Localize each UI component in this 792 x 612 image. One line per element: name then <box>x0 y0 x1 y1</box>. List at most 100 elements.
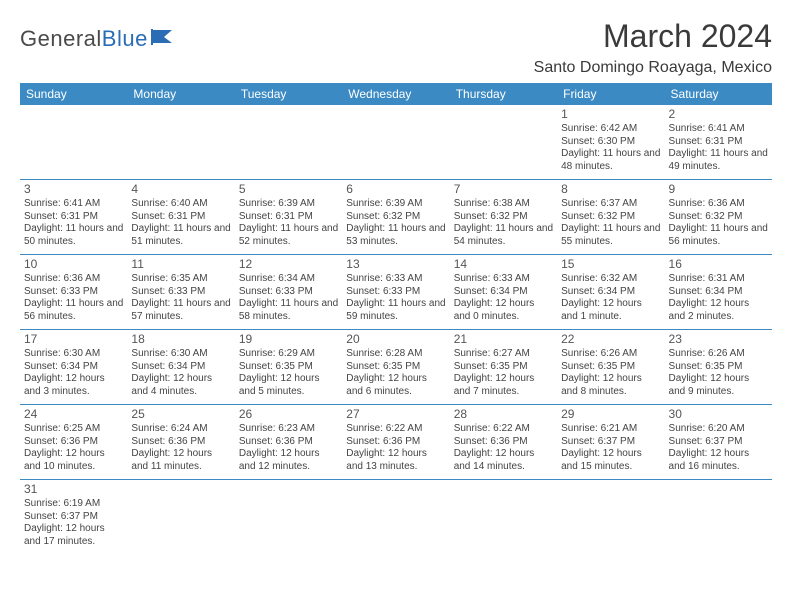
day-number: 30 <box>669 407 768 422</box>
daylight-line: Daylight: 12 hours and 15 minutes. <box>561 448 660 473</box>
day-number: 28 <box>454 407 553 422</box>
calendar-cell <box>20 105 127 180</box>
daylight-line: Daylight: 12 hours and 17 minutes. <box>24 523 123 548</box>
weekday-header: Wednesday <box>342 83 449 105</box>
sunrise-line: Sunrise: 6:20 AM <box>669 423 768 436</box>
sunset-line: Sunset: 6:32 PM <box>346 211 445 224</box>
logo: GeneralBlue <box>20 26 178 52</box>
calendar-cell: 27Sunrise: 6:22 AMSunset: 6:36 PMDayligh… <box>342 405 449 480</box>
daylight-line: Daylight: 12 hours and 2 minutes. <box>669 298 768 323</box>
calendar-cell: 21Sunrise: 6:27 AMSunset: 6:35 PMDayligh… <box>450 330 557 405</box>
daylight-line: Daylight: 12 hours and 9 minutes. <box>669 373 768 398</box>
sunrise-line: Sunrise: 6:37 AM <box>561 198 660 211</box>
sunrise-line: Sunrise: 6:29 AM <box>239 348 338 361</box>
calendar-cell: 29Sunrise: 6:21 AMSunset: 6:37 PMDayligh… <box>557 405 664 480</box>
sunrise-line: Sunrise: 6:41 AM <box>669 123 768 136</box>
sunrise-line: Sunrise: 6:27 AM <box>454 348 553 361</box>
calendar-cell: 14Sunrise: 6:33 AMSunset: 6:34 PMDayligh… <box>450 255 557 330</box>
day-number: 4 <box>131 182 230 197</box>
sunset-line: Sunset: 6:35 PM <box>454 361 553 374</box>
sunset-line: Sunset: 6:36 PM <box>346 436 445 449</box>
sunrise-line: Sunrise: 6:26 AM <box>561 348 660 361</box>
sunset-line: Sunset: 6:36 PM <box>131 436 230 449</box>
sunset-line: Sunset: 6:30 PM <box>561 136 660 149</box>
sunrise-line: Sunrise: 6:33 AM <box>454 273 553 286</box>
logo-text-blue: Blue <box>102 26 148 51</box>
day-number: 10 <box>24 257 123 272</box>
daylight-line: Daylight: 12 hours and 16 minutes. <box>669 448 768 473</box>
day-number: 11 <box>131 257 230 272</box>
daylight-line: Daylight: 12 hours and 3 minutes. <box>24 373 123 398</box>
sunset-line: Sunset: 6:33 PM <box>239 286 338 299</box>
calendar-row: 24Sunrise: 6:25 AMSunset: 6:36 PMDayligh… <box>20 405 772 480</box>
calendar-cell: 1Sunrise: 6:42 AMSunset: 6:30 PMDaylight… <box>557 105 664 180</box>
daylight-line: Daylight: 11 hours and 55 minutes. <box>561 223 660 248</box>
sunset-line: Sunset: 6:36 PM <box>239 436 338 449</box>
day-number: 3 <box>24 182 123 197</box>
sunset-line: Sunset: 6:32 PM <box>454 211 553 224</box>
sunset-line: Sunset: 6:37 PM <box>561 436 660 449</box>
calendar-row: 31Sunrise: 6:19 AMSunset: 6:37 PMDayligh… <box>20 480 772 555</box>
daylight-line: Daylight: 11 hours and 52 minutes. <box>239 223 338 248</box>
calendar-cell <box>235 480 342 555</box>
day-number: 7 <box>454 182 553 197</box>
sunset-line: Sunset: 6:36 PM <box>24 436 123 449</box>
calendar-cell: 22Sunrise: 6:26 AMSunset: 6:35 PMDayligh… <box>557 330 664 405</box>
sunrise-line: Sunrise: 6:39 AM <box>346 198 445 211</box>
sunset-line: Sunset: 6:31 PM <box>239 211 338 224</box>
calendar-head: SundayMondayTuesdayWednesdayThursdayFrid… <box>20 83 772 105</box>
daylight-line: Daylight: 11 hours and 48 minutes. <box>561 148 660 173</box>
calendar-cell: 10Sunrise: 6:36 AMSunset: 6:33 PMDayligh… <box>20 255 127 330</box>
day-number: 22 <box>561 332 660 347</box>
calendar-cell <box>342 105 449 180</box>
sunrise-line: Sunrise: 6:21 AM <box>561 423 660 436</box>
sunset-line: Sunset: 6:35 PM <box>669 361 768 374</box>
calendar-cell <box>665 480 772 555</box>
sunrise-line: Sunrise: 6:36 AM <box>24 273 123 286</box>
sunrise-line: Sunrise: 6:25 AM <box>24 423 123 436</box>
sunset-line: Sunset: 6:34 PM <box>669 286 768 299</box>
logo-text: GeneralBlue <box>20 26 148 52</box>
daylight-line: Daylight: 11 hours and 56 minutes. <box>669 223 768 248</box>
day-number: 6 <box>346 182 445 197</box>
day-number: 26 <box>239 407 338 422</box>
calendar-cell: 18Sunrise: 6:30 AMSunset: 6:34 PMDayligh… <box>127 330 234 405</box>
day-number: 18 <box>131 332 230 347</box>
location: Santo Domingo Roayaga, Mexico <box>534 59 772 77</box>
daylight-line: Daylight: 12 hours and 8 minutes. <box>561 373 660 398</box>
day-number: 25 <box>131 407 230 422</box>
daylight-line: Daylight: 12 hours and 10 minutes. <box>24 448 123 473</box>
sunrise-line: Sunrise: 6:32 AM <box>561 273 660 286</box>
day-number: 14 <box>454 257 553 272</box>
calendar-cell: 13Sunrise: 6:33 AMSunset: 6:33 PMDayligh… <box>342 255 449 330</box>
daylight-line: Daylight: 12 hours and 6 minutes. <box>346 373 445 398</box>
calendar-cell: 24Sunrise: 6:25 AMSunset: 6:36 PMDayligh… <box>20 405 127 480</box>
sunrise-line: Sunrise: 6:26 AM <box>669 348 768 361</box>
day-number: 27 <box>346 407 445 422</box>
day-number: 23 <box>669 332 768 347</box>
sunrise-line: Sunrise: 6:35 AM <box>131 273 230 286</box>
day-number: 8 <box>561 182 660 197</box>
sunset-line: Sunset: 6:34 PM <box>454 286 553 299</box>
sunset-line: Sunset: 6:35 PM <box>239 361 338 374</box>
calendar-cell: 30Sunrise: 6:20 AMSunset: 6:37 PMDayligh… <box>665 405 772 480</box>
sunset-line: Sunset: 6:35 PM <box>346 361 445 374</box>
calendar-row: 1Sunrise: 6:42 AMSunset: 6:30 PMDaylight… <box>20 105 772 180</box>
sunrise-line: Sunrise: 6:33 AM <box>346 273 445 286</box>
sunrise-line: Sunrise: 6:28 AM <box>346 348 445 361</box>
daylight-line: Daylight: 12 hours and 4 minutes. <box>131 373 230 398</box>
daylight-line: Daylight: 11 hours and 54 minutes. <box>454 223 553 248</box>
day-number: 17 <box>24 332 123 347</box>
weekday-header: Sunday <box>20 83 127 105</box>
calendar-cell: 23Sunrise: 6:26 AMSunset: 6:35 PMDayligh… <box>665 330 772 405</box>
sunrise-line: Sunrise: 6:30 AM <box>131 348 230 361</box>
calendar-cell: 7Sunrise: 6:38 AMSunset: 6:32 PMDaylight… <box>450 180 557 255</box>
sunrise-line: Sunrise: 6:22 AM <box>454 423 553 436</box>
calendar-cell: 5Sunrise: 6:39 AMSunset: 6:31 PMDaylight… <box>235 180 342 255</box>
day-number: 12 <box>239 257 338 272</box>
daylight-line: Daylight: 12 hours and 5 minutes. <box>239 373 338 398</box>
day-number: 19 <box>239 332 338 347</box>
sunset-line: Sunset: 6:32 PM <box>561 211 660 224</box>
sunset-line: Sunset: 6:35 PM <box>561 361 660 374</box>
sunrise-line: Sunrise: 6:39 AM <box>239 198 338 211</box>
